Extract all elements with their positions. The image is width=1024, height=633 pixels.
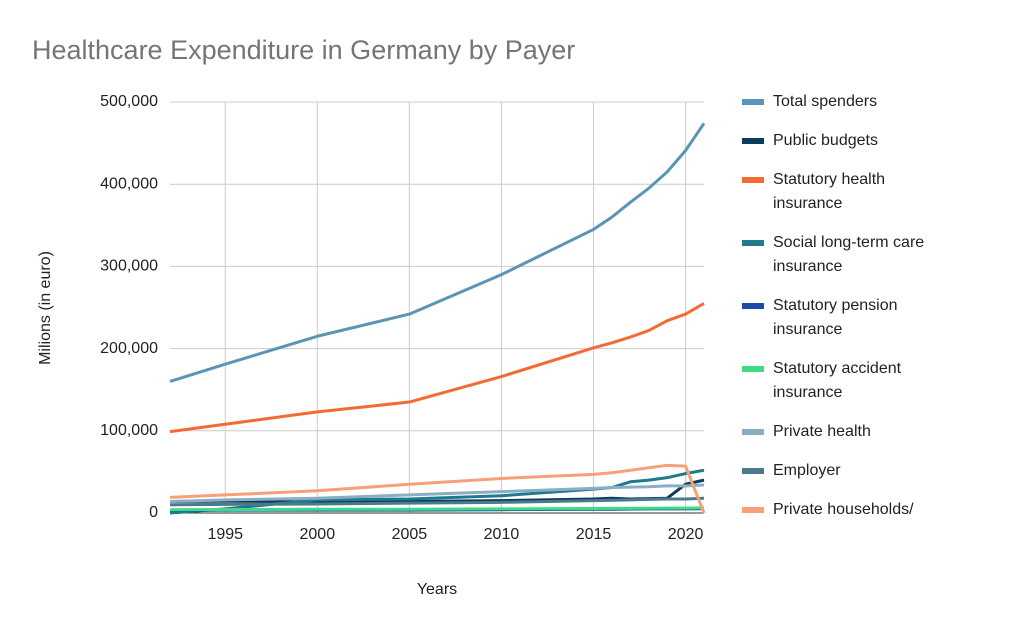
legend-item: Social long-term care insurance [742,231,952,279]
y-tick-label: 100,000 [100,422,158,439]
legend-swatch [742,429,764,435]
y-axis-label: Milions (in euro) [37,251,54,365]
legend-item: Statutory accident insurance [742,357,952,405]
legend-label: Public budgets [773,132,878,149]
x-tick-label: 2000 [300,526,336,543]
legend-label: Total spenders [773,93,878,110]
y-tick-label: 500,000 [100,93,158,110]
legend-swatch [742,99,764,105]
legend-label: Statutory pension insurance [773,297,898,338]
legend-swatch [742,366,764,372]
legend-swatch [742,240,764,246]
legend-item: Total spenders [742,90,952,114]
legend-swatch [742,468,764,474]
series-line [169,122,706,383]
legend-label: Statutory health insurance [773,171,886,212]
chart-title: Healthcare Expenditure in Germany by Pay… [32,35,575,65]
x-tick-label: 2015 [576,526,612,543]
legend-swatch [742,303,764,309]
legend-label: Private households/ [773,501,914,518]
legend: Total spenders Public budgets Statutory he… [742,90,952,537]
x-tick-label: 1995 [207,526,243,543]
series-line [169,302,705,434]
legend-item: Statutory pension insurance [742,294,952,342]
y-tick-label: 0 [149,504,158,521]
legend-item: Private households/ [742,498,952,522]
series-line [169,483,705,503]
x-tick-label: 2005 [392,526,428,543]
legend-label: Private health [773,423,871,440]
legend-swatch [742,507,764,513]
legend-item: Employer [742,459,952,483]
legend-label: Social long-term care insurance [773,234,925,275]
series-line [169,468,705,515]
y-tick-label: 400,000 [100,175,158,192]
legend-item: Statutory health insurance [742,168,952,216]
y-tick-label: 200,000 [100,340,158,357]
legend-swatch [742,138,764,144]
y-tick-label: 300,000 [100,258,158,275]
x-axis-label: Years [417,581,457,598]
x-tick-label: 2020 [668,526,704,543]
legend-swatch [742,177,764,183]
legend-item: Private health [742,420,952,444]
series-line [169,463,706,514]
series-line [169,496,705,507]
legend-label: Statutory accident insurance [773,360,902,401]
series-line [169,506,705,512]
legend-item: Public budgets [742,129,952,153]
legend-label: Employer [773,462,841,479]
x-tick-label: 2010 [484,526,520,543]
